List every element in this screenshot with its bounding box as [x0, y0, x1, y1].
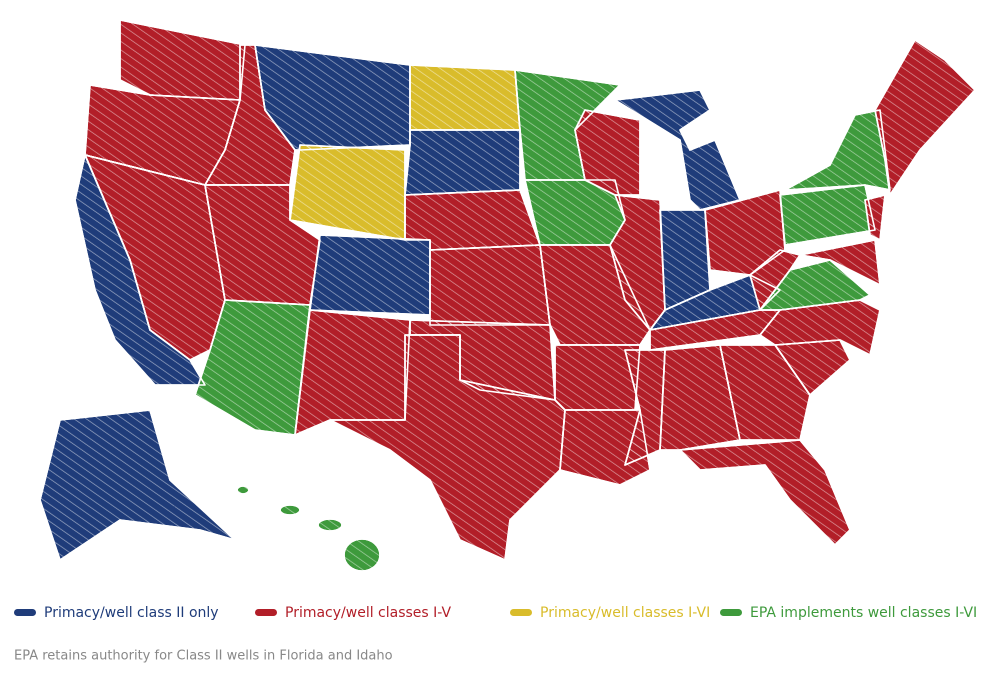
- legend: Primacy/well class II only Primacy/well c…: [14, 605, 977, 621]
- state-hatch: [559, 409, 651, 486]
- legend-swatch: [14, 609, 36, 616]
- state-hatch: [404, 129, 521, 196]
- state-hatch: [799, 239, 881, 286]
- state-hatch: [429, 244, 551, 326]
- state-hatch: [343, 538, 381, 572]
- state-hatch: [74, 154, 206, 386]
- legend-swatch: [255, 609, 277, 616]
- states: [39, 19, 976, 572]
- state-hatch: [784, 109, 891, 191]
- state-hatch: [624, 349, 666, 466]
- legend-swatch: [510, 609, 532, 616]
- state-hatch: [329, 334, 566, 561]
- state-hatch: [279, 504, 301, 516]
- state-hatch: [779, 184, 876, 246]
- legend-label: Primacy/well classes I-V: [285, 605, 452, 621]
- state-hatch: [749, 249, 801, 311]
- state-hatch: [39, 409, 236, 561]
- footnote: EPA retains authority for Class II wells…: [14, 649, 393, 664]
- state-hatch: [236, 485, 250, 495]
- state-hatch: [409, 64, 521, 131]
- state-hatch: [194, 299, 311, 436]
- state-hatch: [874, 39, 976, 196]
- state-hatch: [614, 89, 741, 211]
- state-hatch: [289, 144, 406, 241]
- state-hatch: [294, 309, 411, 436]
- state-hatch: [719, 344, 811, 441]
- state-hatch: [309, 234, 431, 316]
- state-hatch: [864, 194, 886, 241]
- legend-label: EPA implements well classes I-VI: [750, 605, 977, 621]
- state-hatch: [317, 518, 343, 532]
- legend-label: Primacy/well classes I-VI: [540, 605, 710, 621]
- legend-label: Primacy/well class II only: [44, 605, 219, 621]
- state-hatch: [659, 344, 741, 451]
- legend-swatch: [720, 609, 742, 616]
- state-hatch: [679, 439, 851, 546]
- state-hatch: [119, 19, 246, 101]
